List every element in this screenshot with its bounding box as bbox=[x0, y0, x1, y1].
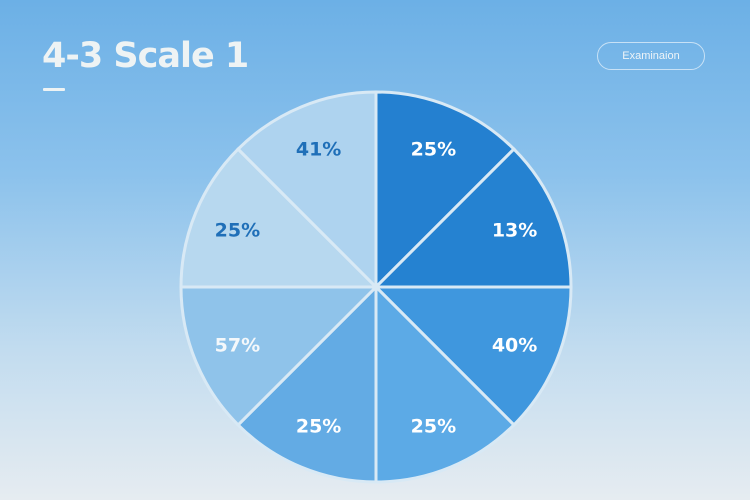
slice-label: 25% bbox=[411, 416, 456, 438]
pie-slice bbox=[374, 90, 517, 291]
pie-slice bbox=[372, 285, 573, 428]
pie-slice bbox=[374, 283, 517, 484]
slice-label: 25% bbox=[411, 138, 456, 160]
slice-label: 25% bbox=[215, 220, 260, 242]
pie-slice bbox=[372, 146, 573, 289]
pie-slice bbox=[235, 90, 378, 291]
pie-slice bbox=[179, 285, 380, 428]
examination-button[interactable]: Examinaion bbox=[597, 42, 705, 70]
slice-label: 13% bbox=[492, 220, 537, 242]
page-title: 4-3 Scale 1 bbox=[42, 36, 249, 76]
slice-label: 25% bbox=[296, 416, 341, 438]
pie-slice bbox=[235, 283, 378, 484]
pie-slice bbox=[179, 146, 380, 289]
slice-label: 41% bbox=[296, 138, 341, 160]
title-underline bbox=[43, 88, 65, 91]
slice-label: 57% bbox=[215, 334, 260, 356]
slice-label: 40% bbox=[492, 334, 537, 356]
